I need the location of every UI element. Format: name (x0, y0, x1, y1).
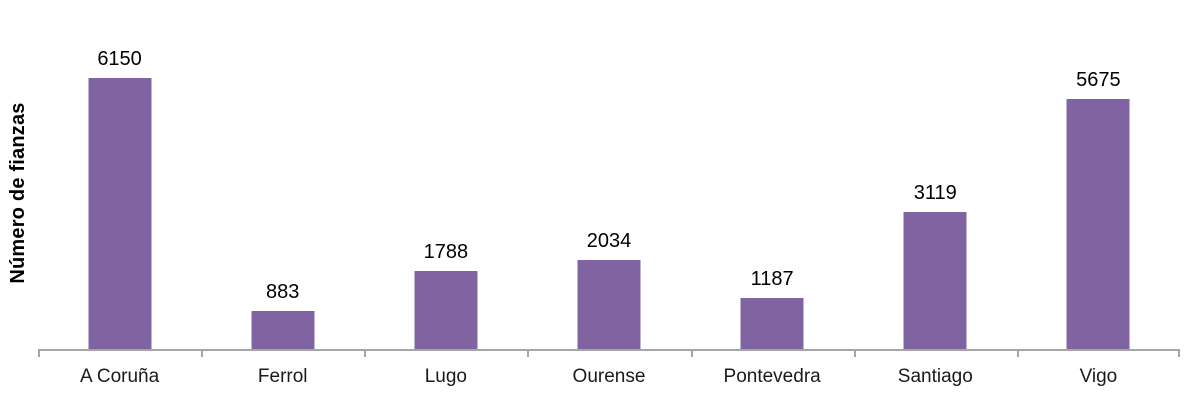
bar-value-label: 5675 (1076, 69, 1121, 91)
bar (577, 260, 641, 350)
bar (740, 298, 804, 350)
bar (1066, 99, 1130, 350)
x-axis-tick (1178, 351, 1180, 357)
bar (251, 311, 315, 350)
y-axis-title: Número de fianzas (7, 102, 29, 284)
bar-value-label: 2034 (586, 230, 632, 252)
x-tick-label: Vigo (1079, 366, 1118, 387)
bar-column: 3119 (854, 0, 1017, 350)
bar (88, 78, 152, 350)
x-tick-label: A Coruña (79, 366, 160, 387)
bar-column: 883 (201, 0, 364, 350)
x-axis-tick (38, 351, 40, 357)
bar-column: 5675 (1017, 0, 1180, 350)
plot-area: 6150 883 1788 2034 1187 3119 5675 (38, 0, 1180, 350)
x-tick-label: Ourense (572, 366, 646, 387)
bar (414, 271, 478, 350)
x-tick-label: Ferrol (257, 366, 308, 387)
bar-value-label: 6150 (97, 48, 142, 70)
bar-column: 2034 (527, 0, 690, 350)
bar-column: 1187 (691, 0, 854, 350)
x-axis-tick (527, 351, 529, 357)
bar-value-label: 1187 (750, 268, 794, 290)
x-axis-tick (854, 351, 856, 357)
bar-value-label: 883 (266, 281, 300, 303)
bar-value-label: 1788 (423, 241, 469, 263)
bar-column: 1788 (364, 0, 527, 350)
x-axis-labels: A Coruña Ferrol Lugo Ourense Pontevedra Santi… (38, 366, 1180, 388)
x-axis-tick (201, 351, 203, 357)
x-axis-line (38, 349, 1180, 357)
x-tick-label: Santiago (897, 366, 973, 387)
bar (903, 212, 967, 350)
x-tick-label: Lugo (424, 366, 467, 387)
x-axis-tick (1017, 351, 1019, 357)
x-axis-tick (691, 351, 693, 357)
bar-column: 6150 (38, 0, 201, 350)
bar-value-label: 3119 (913, 182, 957, 204)
x-tick-label: Pontevedra (723, 366, 821, 387)
x-axis-tick (364, 351, 366, 357)
